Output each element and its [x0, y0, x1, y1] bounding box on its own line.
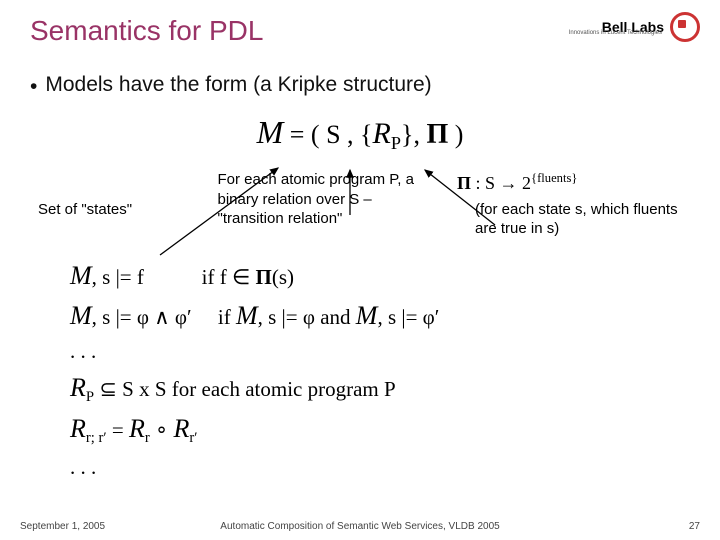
bell-labs-logo: Bell Labs Innovations in Lucent Technolo… [602, 12, 700, 42]
rule-and: M, s |= φ ∧ φ′ if M, s |= φ and M, s |= … [70, 297, 690, 335]
r5-s3: r′ [189, 430, 197, 446]
annot-relation: For each atomic program P, a binary rela… [218, 164, 433, 238]
r2-M: M [70, 301, 92, 330]
r5-eq: = [107, 418, 129, 442]
footer-page: 27 [689, 521, 700, 532]
r1-e: (s) [272, 265, 294, 289]
bullet-marker: • [30, 73, 37, 100]
semantic-rules: M, s |= f if f ∈ Π(s) M, s |= φ ∧ φ′ if … [70, 257, 690, 482]
sym-M: M [257, 114, 284, 150]
r1-M: M [70, 261, 92, 290]
formula-close: ) [448, 120, 463, 149]
bullet-1: • Models have the form (a Kripke structu… [30, 73, 690, 100]
pi-def-sym: Π [457, 173, 471, 193]
rule-RP: RP ⊆ S x S for each atomic program P [70, 369, 690, 409]
logo-tagline: Innovations in Lucent Technologies [569, 30, 662, 36]
r5-R2: R [129, 414, 145, 443]
r4-sub: P [86, 389, 94, 405]
pi-def-exp: {fluents} [531, 171, 577, 185]
r5-s1: r; r′ [86, 430, 107, 446]
formula-mid: }, [401, 120, 426, 149]
pi-explain: (for each state s, which fluents are tru… [475, 200, 682, 239]
r2-M3: M [356, 301, 378, 330]
sym-Pi: Π [426, 119, 448, 150]
r5-comp: ∘ [150, 418, 174, 442]
r5-R1: R [70, 414, 86, 443]
r5-R3: R [173, 414, 189, 443]
rule-compose: Rr; r′ = Rr ∘ Rr′ [70, 410, 690, 450]
formula-eq: = ( S , { [283, 120, 372, 149]
r2-g: , s |= φ′ [377, 305, 439, 329]
sym-R-sub: P [391, 133, 401, 153]
pi-def-rest: : S → 2 [471, 173, 531, 193]
annot-pi: Π : S → 2{fluents} (for each state s, wh… [457, 164, 682, 238]
annot-states-text: Set of "states" [38, 200, 193, 220]
r1-c: if f ∈ [202, 265, 256, 289]
footer: September 1, 2005 Automatic Composition … [0, 521, 720, 532]
dots-2: . . . [70, 452, 690, 482]
r2-c: if [218, 305, 236, 329]
r4-R: R [70, 373, 86, 402]
bullet-text: Models have the form (a Kripke structure… [45, 73, 431, 97]
sym-R: R [373, 117, 391, 150]
r1-pi: Π [256, 265, 272, 289]
r2-e: , s |= φ and [258, 305, 356, 329]
annot-states: Set of "states" [38, 164, 193, 238]
r4-rest: ⊆ S x S for each atomic program P [94, 377, 396, 401]
r1-b: , s |= f [92, 265, 144, 289]
r2-M2: M [236, 301, 258, 330]
footer-venue: Automatic Composition of Semantic Web Se… [220, 521, 499, 532]
slide: Bell Labs Innovations in Lucent Technolo… [0, 0, 720, 540]
r2-b: , s |= φ ∧ φ′ [92, 305, 192, 329]
footer-date: September 1, 2005 [20, 521, 105, 532]
pi-definition: Π : S → 2{fluents} [457, 170, 682, 195]
kripke-formula: M = ( S , {RP}, Π ) [30, 114, 690, 154]
logo-icon [670, 12, 700, 42]
annotations: Set of "states" For each atomic program … [38, 164, 682, 238]
rule-f: M, s |= f if f ∈ Π(s) [70, 257, 690, 295]
annot-relation-text: For each atomic program P, a binary rela… [218, 170, 433, 229]
dots-1: . . . [70, 336, 690, 366]
